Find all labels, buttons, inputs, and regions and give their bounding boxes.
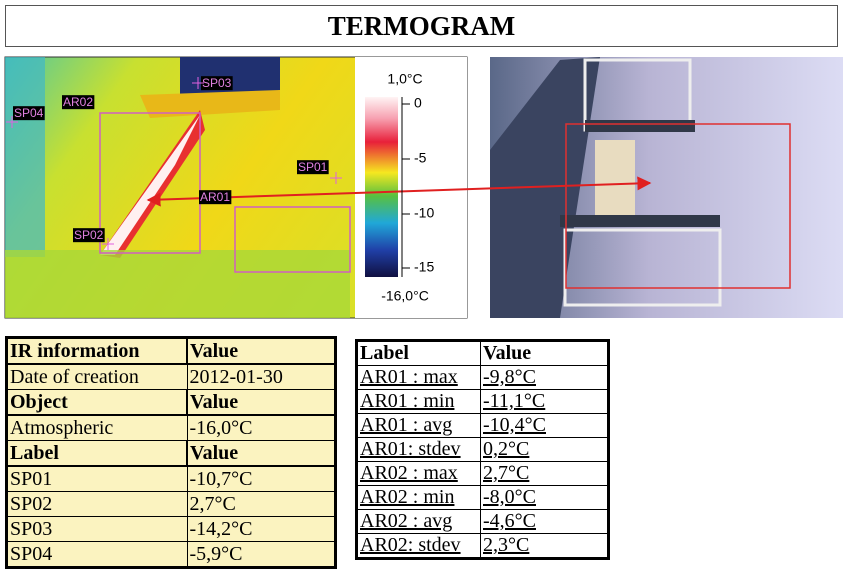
table-row: AR02: stdev 2,3°C xyxy=(356,533,609,559)
table-cell: Object xyxy=(6,389,188,416)
table-row: AR02 : min -8,0°C xyxy=(356,485,609,510)
table-cell: Date of creation xyxy=(6,363,188,390)
table-row: AR01 : min -11,1°C xyxy=(356,389,609,414)
table-cell: AR01 : avg xyxy=(356,413,481,438)
table-cell: Value xyxy=(480,340,609,366)
table-cell: AR02 : max xyxy=(356,461,481,486)
stats-table: Label Value AR01 : max -9,8°C AR01 : min -11,… xyxy=(355,339,610,560)
table-row: SP01 -10,7°C xyxy=(6,465,336,492)
table-row: AR01 : avg -10,4°C xyxy=(356,413,609,438)
table-cell: Label xyxy=(6,440,188,467)
table-row: Object Value xyxy=(6,389,337,416)
table-cell: SP04 xyxy=(6,541,188,568)
scale-tick-label: -10 xyxy=(414,205,434,221)
table-cell: Value xyxy=(186,440,337,467)
table-row: Atmospheric -16,0°C xyxy=(6,414,336,441)
table-cell: -8,0°C xyxy=(480,485,609,510)
table-row: IR information Value xyxy=(6,337,337,365)
table-row: AR01 : max -9,8°C xyxy=(356,365,609,390)
marker-label-bg xyxy=(297,160,329,175)
table-cell: 2,7°C xyxy=(480,461,609,486)
marker-label-bg xyxy=(201,76,233,91)
table-row: Label Value xyxy=(356,340,609,366)
table-cell: -10,4°C xyxy=(480,413,609,438)
marker-label: AR01 xyxy=(200,190,230,204)
table-cell: -11,1°C xyxy=(480,389,609,414)
scale-tick-label: -15 xyxy=(414,259,434,275)
table-row: AR02 : max 2,7°C xyxy=(356,461,609,486)
table-cell: IR information xyxy=(6,337,188,365)
table-row: Date of creation 2012-01-30 xyxy=(6,363,336,390)
table-row: Label Value xyxy=(6,440,337,467)
table-cell: 2,7°C xyxy=(186,491,336,517)
table-cell: SP01 xyxy=(6,465,188,492)
marker-label-bg xyxy=(62,95,95,110)
table-row: AR01: stdev 0,2°C xyxy=(356,437,609,462)
table-cell: -9,8°C xyxy=(480,365,609,390)
table-cell: -5,9°C xyxy=(186,541,336,568)
table-cell: 0,2°C xyxy=(480,437,609,462)
marker-label: AR02 xyxy=(63,95,93,109)
scale-tick-label: 0 xyxy=(414,95,422,111)
scale-tick-label: -5 xyxy=(414,150,427,166)
table-cell: AR01 : min xyxy=(356,389,481,414)
table-row: SP03 -14,2°C xyxy=(6,516,336,542)
table-cell: Label xyxy=(356,340,481,366)
table-cell: Atmospheric xyxy=(6,414,188,441)
table-row: SP02 2,7°C xyxy=(6,491,336,517)
report-title: TERMOGRAM xyxy=(5,5,838,47)
table-cell: AR02: stdev xyxy=(356,533,481,559)
table-cell: Value xyxy=(186,389,337,416)
table-cell: SP02 xyxy=(6,491,188,517)
table-cell: AR01 : max xyxy=(356,365,481,390)
marker-label-bg xyxy=(13,106,45,121)
table-cell: AR02 : min xyxy=(356,485,481,510)
table-cell: Value xyxy=(186,337,337,365)
marker-label: SP03 xyxy=(202,76,232,90)
table-cell: -16,0°C xyxy=(186,414,336,441)
table-row: SP04 -5,9°C xyxy=(6,541,336,568)
marker-label: SP02 xyxy=(74,228,104,242)
marker-label: SP01 xyxy=(298,160,328,174)
table-cell: -14,2°C xyxy=(186,516,336,542)
table-cell: 2,3°C xyxy=(480,533,609,559)
table-cell: -4,6°C xyxy=(480,509,609,534)
table-row: AR02 : avg -4,6°C xyxy=(356,509,609,534)
ir-table: IR information Value Date of creation 2012-… xyxy=(5,336,337,569)
table-cell: AR02 : avg xyxy=(356,509,481,534)
marker-label-bg xyxy=(199,190,232,205)
link-arrow xyxy=(146,176,652,207)
scale-max: 1,0°C xyxy=(387,71,422,87)
scale-min: -16,0°C xyxy=(381,288,429,304)
table-cell: -10,7°C xyxy=(186,465,336,492)
table-cell: AR01: stdev xyxy=(356,437,481,462)
table-cell: SP03 xyxy=(6,516,188,542)
marker-label-bg xyxy=(73,228,105,243)
marker-label: SP04 xyxy=(14,106,44,120)
table-cell: 2012-01-30 xyxy=(186,363,336,390)
images: SP03 AR02 SP04 SP01 AR01 SP02 1,0°C -16,0°C 0 -5 -… xyxy=(4,56,843,319)
